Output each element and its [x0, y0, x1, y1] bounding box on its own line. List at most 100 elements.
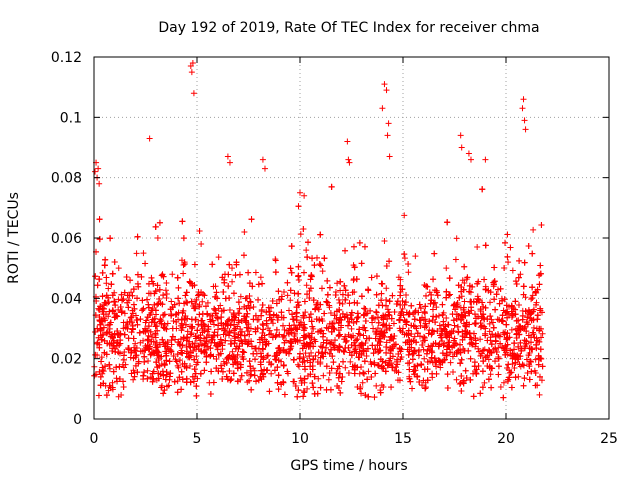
data-point: [538, 334, 545, 341]
data-point: [487, 289, 494, 296]
data-point: [511, 346, 518, 353]
data-point: [174, 378, 181, 385]
data-point: [154, 282, 161, 289]
data-point: [189, 60, 196, 67]
data-point: [332, 291, 339, 298]
data-point: [121, 289, 128, 296]
data-point: [405, 351, 412, 358]
data-point: [142, 260, 149, 267]
data-point: [480, 311, 487, 318]
data-point: [109, 292, 116, 299]
data-point: [311, 262, 318, 269]
data-point: [353, 318, 360, 325]
data-point: [295, 290, 302, 297]
data-point: [294, 299, 301, 306]
data-point: [426, 326, 433, 333]
data-point: [137, 339, 144, 346]
data-point: [490, 324, 497, 331]
data-point: [444, 219, 451, 226]
data-point: [221, 276, 228, 283]
data-point: [479, 368, 486, 375]
data-point: [536, 338, 543, 345]
data-point: [458, 311, 465, 318]
data-point: [393, 301, 400, 308]
data-point: [509, 312, 516, 319]
data-point: [387, 334, 394, 341]
data-point: [149, 316, 156, 323]
data-point: [397, 292, 404, 299]
data-point: [228, 340, 235, 347]
data-point: [147, 309, 154, 316]
data-point: [424, 359, 431, 366]
data-point: [508, 326, 515, 333]
data-point: [421, 308, 428, 315]
data-point: [410, 350, 417, 357]
data-point: [378, 328, 385, 335]
data-point: [266, 388, 273, 395]
data-point: [102, 256, 109, 263]
data-point: [130, 355, 137, 362]
data-point: [107, 384, 114, 391]
data-point: [435, 312, 442, 319]
data-point: [138, 273, 145, 280]
data-point: [232, 272, 239, 279]
data-point: [291, 336, 298, 343]
data-point: [198, 241, 205, 248]
data-point: [512, 278, 519, 285]
data-point: [273, 326, 280, 333]
data-point: [252, 356, 259, 363]
data-point: [472, 340, 479, 347]
data-point: [321, 255, 328, 262]
data-point: [529, 292, 536, 299]
data-point: [268, 370, 275, 377]
data-point: [178, 368, 185, 375]
data-point: [163, 295, 170, 302]
data-point: [536, 281, 543, 288]
data-point: [286, 346, 293, 353]
data-point: [444, 371, 451, 378]
data-point: [203, 346, 210, 353]
data-point: [432, 319, 439, 326]
data-point: [252, 328, 259, 335]
data-point: [272, 256, 279, 263]
data-point: [323, 386, 330, 393]
data-point: [299, 359, 306, 366]
data-point: [154, 343, 161, 350]
data-point: [100, 324, 107, 331]
data-point: [99, 370, 106, 377]
data-point: [272, 356, 279, 363]
data-point: [375, 319, 382, 326]
data-point: [160, 292, 167, 299]
data-point: [377, 347, 384, 354]
data-point: [255, 377, 262, 384]
data-point: [209, 312, 216, 319]
data-point: [136, 329, 143, 336]
data-point: [191, 356, 198, 363]
data-point: [197, 370, 204, 377]
data-point: [501, 296, 508, 303]
data-point: [375, 362, 382, 369]
data-point: [96, 216, 103, 223]
data-point: [211, 339, 218, 346]
data-point: [327, 340, 334, 347]
data-point: [350, 262, 357, 269]
data-point: [250, 350, 257, 357]
data-point: [443, 265, 450, 272]
data-point: [236, 271, 243, 278]
data-point: [195, 292, 202, 299]
data-point: [521, 259, 528, 266]
data-point: [521, 375, 528, 382]
data-point: [137, 316, 144, 323]
data-point: [245, 340, 252, 347]
data-point: [520, 96, 527, 103]
data-point: [234, 365, 241, 372]
data-point: [294, 326, 301, 333]
data-point: [307, 311, 314, 318]
data-point: [389, 364, 396, 371]
data-point: [337, 389, 344, 396]
data-point: [170, 318, 177, 325]
data-point: [233, 259, 240, 266]
data-point: [406, 366, 413, 373]
data-point: [335, 296, 342, 303]
data-point: [319, 268, 326, 275]
